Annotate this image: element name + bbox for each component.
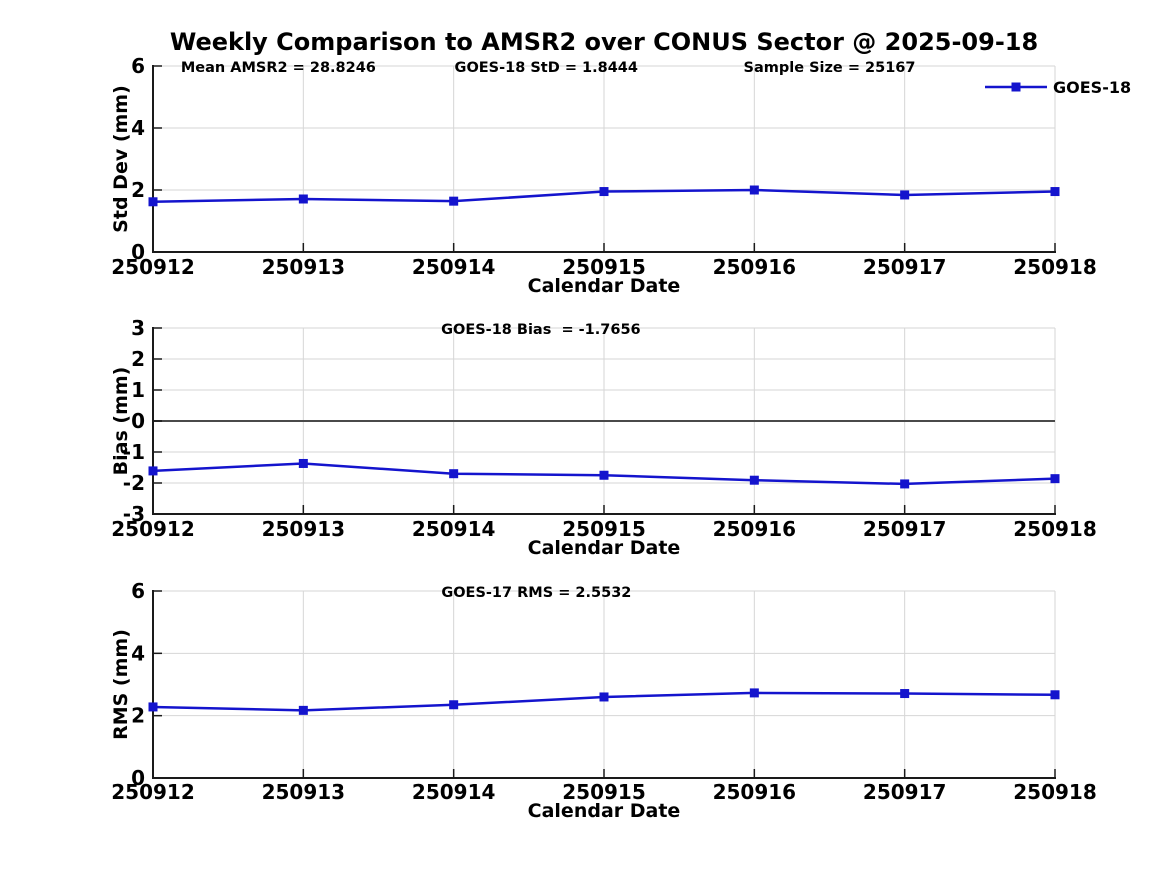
y-tick-label: 0 [131, 766, 145, 790]
legend-label: GOES-18 [1053, 78, 1131, 97]
data-point-marker [298, 194, 308, 204]
x-tick-label: 250916 [713, 780, 797, 804]
data-point-marker [1050, 474, 1060, 484]
data-point-marker [599, 470, 609, 480]
y-tick-label: 1 [131, 378, 145, 402]
x-tick-label: 250915 [562, 517, 646, 541]
x-tick-label: 250914 [412, 255, 496, 279]
x-tick-label: 250918 [1013, 780, 1097, 804]
x-tick-label: 250914 [412, 517, 496, 541]
y-tick-label: -3 [123, 502, 145, 526]
page-title: Weekly Comparison to AMSR2 over CONUS Se… [169, 28, 1039, 56]
chart-annotation: GOES-18 Bias = -1.7656 [441, 322, 641, 338]
rms-chart: 0 2 4 6 250912 250913 250914 250915 250916 250917… [110, 579, 1097, 822]
y-tick-label: 0 [131, 409, 145, 433]
data-point-marker [749, 475, 759, 485]
x-tick-label: 250917 [863, 780, 947, 804]
x-tick-label: 250912 [111, 255, 195, 279]
x-tick-label: 250917 [863, 255, 947, 279]
y-tick-label: 2 [131, 347, 145, 371]
y-tick-label: 2 [131, 704, 145, 728]
y-tick-label: -1 [123, 440, 145, 464]
x-tick-label: 250914 [412, 780, 496, 804]
data-point-marker [900, 479, 910, 489]
data-point-marker [599, 692, 609, 702]
y-tick-label: -2 [123, 471, 145, 495]
data-point-marker [1050, 690, 1060, 700]
chart-annotation: GOES-18 StD = 1.8444 [455, 60, 638, 76]
data-point-marker [148, 197, 158, 207]
chart-annotation: Sample Size = 25167 [744, 60, 916, 76]
stddev-chart: 0 2 4 6 250912 250913 250914 250915 250916 250917… [110, 56, 1131, 297]
bias-chart: -3 -2 -1 0 1 2 3 250912 250913 250914 250915 250916… [110, 316, 1097, 559]
x-tick-label: 250912 [111, 780, 195, 804]
data-point-marker [148, 702, 158, 712]
x-tick-label: 250915 [562, 255, 646, 279]
x-tick-label: 250916 [713, 255, 797, 279]
data-point-marker [298, 458, 308, 468]
x-tick-label: 250917 [863, 517, 947, 541]
chart-annotation: Mean AMSR2 = 28.8246 [181, 60, 376, 76]
data-point-marker [900, 190, 910, 200]
data-point-marker [449, 700, 459, 710]
data-point-marker [449, 196, 459, 206]
y-tick-label: 3 [131, 316, 145, 340]
x-tick-label: 250916 [713, 517, 797, 541]
y-axis-title: Std Dev (mm) [110, 85, 132, 233]
x-tick-label: 250918 [1013, 517, 1097, 541]
x-tick-label: 250918 [1013, 255, 1097, 279]
x-tick-label: 250913 [262, 780, 346, 804]
data-point-marker [449, 469, 459, 479]
y-tick-label: 2 [131, 178, 145, 202]
x-tick-label: 250913 [262, 255, 346, 279]
x-tick-label: 250912 [111, 517, 195, 541]
y-axis-title: RMS (mm) [110, 629, 132, 740]
chart-annotation: GOES-17 RMS = 2.5532 [441, 585, 631, 601]
data-point-marker [148, 466, 158, 476]
data-point-marker [749, 688, 759, 698]
y-axis-title: Bias (mm) [110, 367, 132, 476]
data-point-marker [599, 187, 609, 197]
y-tick-label: 4 [131, 116, 145, 140]
y-tick-label: 6 [131, 56, 145, 78]
data-point-marker [900, 689, 910, 699]
data-point-marker [298, 705, 308, 715]
x-axis-title: Calendar Date [528, 537, 681, 559]
y-tick-label: 6 [131, 579, 145, 603]
data-point-marker [749, 185, 759, 195]
x-axis-title: Calendar Date [528, 800, 681, 822]
x-axis-title: Calendar Date [528, 275, 681, 297]
legend-marker-icon [1011, 82, 1021, 92]
x-tick-label: 250913 [262, 517, 346, 541]
y-tick-label: 4 [131, 641, 145, 665]
y-tick-label: 0 [131, 240, 145, 264]
x-tick-label: 250915 [562, 780, 646, 804]
data-point-marker [1050, 187, 1060, 197]
